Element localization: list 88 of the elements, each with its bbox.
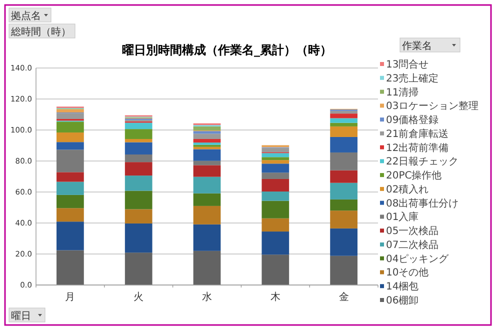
bar (193, 206, 221, 224)
bar (330, 170, 358, 183)
legend-label: 11清掃 (386, 86, 419, 98)
bar (262, 172, 290, 179)
bar (56, 208, 84, 222)
bar (193, 126, 221, 130)
legend-label: 04ピッキング (386, 254, 450, 265)
bar (56, 132, 84, 142)
bar (193, 224, 221, 251)
legend-title: 作業名 (401, 40, 432, 52)
bar (262, 160, 290, 164)
x-tick-label: 月 (65, 292, 76, 303)
bar (193, 165, 221, 177)
bar (330, 136, 358, 152)
bar (262, 200, 290, 218)
x-tick-label: 金 (338, 291, 349, 303)
bar (124, 154, 152, 162)
text: 総時間（時） (10, 26, 71, 38)
bar (124, 138, 152, 142)
legend-label: 09価格登録 (386, 114, 439, 126)
legend-label: 13問合せ (386, 58, 429, 70)
bar (330, 256, 358, 285)
bar (330, 182, 358, 200)
bar (330, 118, 358, 123)
bar (124, 129, 152, 139)
legend-label: 14梱包 (386, 280, 419, 293)
bar (193, 131, 221, 134)
bar (330, 228, 358, 256)
bar (124, 162, 152, 176)
legend-label: 23売上確定 (386, 72, 439, 84)
legend-label: 08出荷事仕分け (386, 197, 459, 210)
legend-label: 22日報チェック (386, 156, 459, 168)
bar (124, 223, 152, 253)
legend-label: 21前倉庫転送 (386, 128, 449, 140)
bar (56, 109, 84, 112)
text: 曜日 (11, 310, 31, 322)
legend-label: 01入庫 (386, 211, 419, 224)
bar (262, 164, 290, 173)
x-tick-label: 火 (134, 291, 144, 303)
bar (193, 193, 221, 206)
legend-label: 05一次検品 (386, 225, 439, 238)
bar (124, 209, 152, 224)
bar (330, 114, 358, 118)
bar (262, 178, 290, 192)
bar (56, 172, 84, 182)
bar (56, 142, 84, 150)
x-tick-label: 木 (270, 291, 280, 303)
legend-label: 02積入れ (386, 183, 429, 196)
bar (124, 176, 152, 191)
bar (193, 149, 221, 161)
bar (56, 182, 84, 195)
legend-label: 07二次検品 (386, 238, 439, 251)
bar (193, 134, 221, 139)
legend-label: 12出荷前準備 (386, 142, 449, 154)
bar (193, 138, 221, 143)
x-tick-label: 水 (202, 291, 212, 303)
bar (56, 250, 84, 285)
bar (262, 153, 290, 158)
bar (262, 157, 290, 160)
text: 拠点名 (11, 10, 41, 22)
bar (330, 210, 358, 228)
legend-label: 20PC操作他 (386, 170, 442, 182)
bar (262, 148, 290, 152)
legend-label: 03ロケーション整理 (386, 100, 479, 112)
bar (262, 218, 290, 232)
bar (56, 150, 84, 172)
chart-title: 曜日別時間構成（作業名_累計）（時） (122, 43, 332, 57)
bar (124, 122, 152, 130)
bar (262, 232, 290, 255)
bar (56, 222, 84, 250)
bar (330, 199, 358, 211)
bar (193, 176, 221, 194)
legend-label: 06棚卸 (386, 294, 419, 306)
bar (193, 160, 221, 166)
bar (193, 250, 221, 285)
bar (56, 194, 84, 208)
bar (330, 110, 358, 114)
legend-label: 10その他 (386, 266, 429, 279)
bar (262, 254, 290, 285)
bar (56, 122, 84, 132)
bar (124, 190, 152, 210)
bar (330, 152, 358, 170)
bar (124, 142, 152, 154)
bar (262, 192, 290, 201)
bar (56, 113, 84, 119)
bar (330, 122, 358, 126)
bar (124, 252, 152, 285)
bar (330, 126, 358, 137)
